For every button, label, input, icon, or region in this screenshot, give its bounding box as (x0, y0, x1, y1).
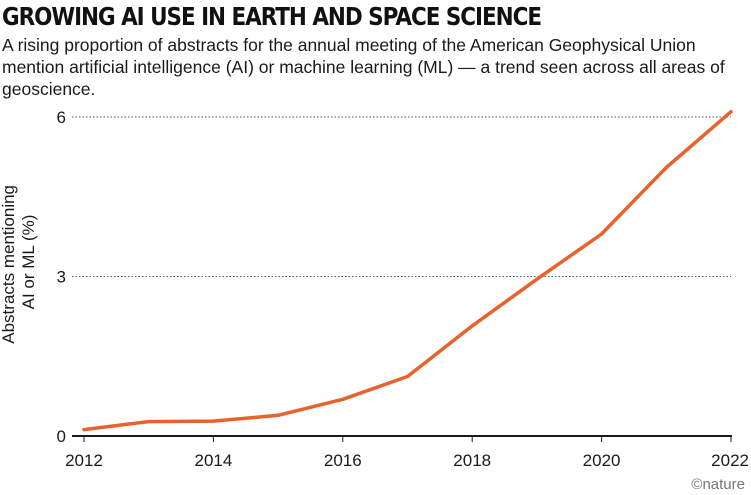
chart-subtitle: A rising proportion of abstracts for the… (2, 35, 725, 99)
data-point-2013 (147, 420, 151, 424)
y-tick-label-6: 6 (57, 108, 66, 127)
data-point-2020 (600, 232, 604, 236)
series-line-0 (82, 109, 733, 432)
data-point-2021 (664, 165, 668, 170)
x-tick-label-2014: 2014 (194, 451, 232, 470)
gridlines (72, 116, 731, 277)
data-point-2022 (729, 110, 733, 114)
data-point-2016 (341, 397, 345, 401)
y-axis-tick-labels: 0 3 6 (57, 108, 66, 446)
series-group (82, 109, 733, 432)
x-tick-label-2012: 2012 (65, 451, 103, 470)
nature-credit: ©nature (691, 476, 745, 493)
data-point-2018 (470, 324, 474, 328)
y-axis-title: Abstracts mentioning AI or ML (%) (0, 180, 38, 343)
data-point-2015 (276, 413, 280, 417)
x-tick-label-2018: 2018 (453, 451, 491, 470)
chart-title: GROWING AI USE IN EARTH AND SPACE SCIENC… (2, 2, 542, 31)
x-tick-label-2020: 2020 (583, 451, 621, 470)
data-point-2017 (405, 374, 410, 379)
y-axis-title-line-2: AI or ML (%) (19, 215, 38, 310)
y-axis-title-line-1: Abstracts mentioning (0, 185, 18, 344)
data-point-2014 (211, 419, 215, 423)
y-tick-label-3: 3 (57, 268, 66, 287)
x-tick-label-2016: 2016 (324, 451, 362, 470)
data-point-2019 (535, 277, 539, 281)
x-axis-tick-labels: 2012 2014 2016 2018 2020 2022 (65, 451, 749, 470)
data-point-2012 (82, 428, 86, 432)
y-tick-label-0: 0 (57, 427, 66, 446)
x-tick-label-2022: 2022 (711, 451, 749, 470)
